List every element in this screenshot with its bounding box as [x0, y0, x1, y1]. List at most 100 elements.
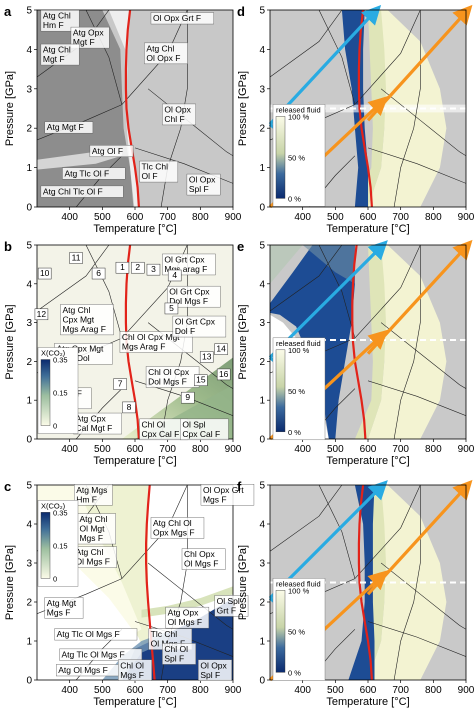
phase-label: Atg Ol Mgs F [58, 665, 108, 675]
field-number: 9 [185, 392, 190, 402]
y-tick-label: 4 [259, 279, 265, 290]
y-tick-label: 4 [259, 45, 265, 56]
phase-label: Ol Opx Grt Mgs F [203, 485, 244, 505]
field-number: 16 [219, 369, 229, 379]
x-tick-label: 600 [360, 444, 377, 455]
fluid-field-mid [354, 10, 386, 207]
field-number-box [216, 368, 231, 381]
colorbar-tick: 100 % [288, 586, 310, 595]
phase-label: Atg Chl Ol Opx Mgs F [153, 518, 195, 538]
panel-c: 400 500 600 700 800 900 0 1 2 3 4 5 Temperature [°C]… [4, 479, 255, 708]
x-axis-label: Temperature [°C] [93, 455, 176, 467]
field-number-box [181, 391, 195, 404]
y-tick-label: 1 [26, 637, 32, 648]
y-tick-label: 1 [259, 637, 265, 648]
phase-label-box [59, 648, 143, 661]
phase-label: Atg Opx Mgt F [73, 28, 104, 48]
phase-boundary-3 [354, 485, 421, 579]
phase-boundary-1 [270, 245, 343, 312]
y-tick-label: 0 [26, 676, 32, 687]
phase-label: Ol Grt Cpx Dol F [175, 317, 216, 337]
field-number-box [146, 263, 161, 276]
x-axis-label: Temperature [°C] [93, 223, 176, 235]
y-tick-label: 5 [26, 6, 32, 17]
x-tick-label: 500 [94, 685, 111, 696]
phase-boundary-1 [270, 10, 343, 78]
panel-letter: c [4, 479, 11, 494]
phase-label-box [54, 628, 138, 641]
phase-label-box [60, 304, 114, 336]
phase-boundary-4 [380, 322, 466, 389]
phase-label-box [180, 418, 229, 441]
field-number-box [115, 261, 130, 274]
phase-label: Chl Ol Spl F [164, 644, 188, 664]
x-tick-label: 500 [94, 444, 111, 455]
colorbar-tick: 0 % [288, 668, 301, 677]
field-number: 3 [151, 264, 156, 274]
x-tick-label: 400 [61, 685, 78, 696]
phase-label-box [162, 643, 196, 665]
phase-label-box [40, 185, 124, 198]
field-number: 8 [127, 402, 132, 412]
field-number-box [91, 267, 106, 280]
x-tick-label: 400 [61, 444, 78, 455]
y-tick-label: 4 [26, 520, 32, 531]
phase-label: Atg Cpx Cal Mgt F [76, 414, 113, 434]
phase-label-box [200, 484, 255, 506]
y-axis-label: Pressure [GPa] [4, 545, 16, 620]
x-tick-label: 900 [225, 212, 242, 223]
field-number: 4 [172, 270, 177, 280]
field-number-box [131, 261, 145, 274]
phase-label: Ol Opx Spl F [189, 175, 216, 195]
x-tick-label: 600 [360, 685, 377, 696]
phase-label-box [214, 595, 249, 617]
x-tick-label: 900 [225, 444, 242, 455]
colorbar-title: released fluid [276, 105, 321, 114]
colorbar-title: released fluid [276, 339, 321, 348]
x-tick-label: 600 [127, 444, 144, 455]
x-tick-label: 600 [360, 212, 377, 223]
field-number-box [37, 267, 52, 280]
field-number-box [69, 252, 83, 264]
y-tick-label: 3 [26, 84, 32, 95]
antigorite-breakdown-curve [357, 10, 373, 207]
field-number-box [194, 374, 208, 386]
phase-label: Atg Chl Cpx Mgt Mgs Arag F [62, 305, 105, 334]
x-tick-label: 400 [294, 444, 311, 455]
field-number: 12 [37, 309, 47, 319]
x-tick-label: 400 [294, 212, 311, 223]
x-tick-label: 800 [192, 444, 209, 455]
y-tick-label: 2 [26, 357, 32, 368]
phase-label-box [77, 513, 116, 545]
phase-label: Chl Ol Cpx Cal F [142, 419, 180, 439]
y-tick-label: 2 [259, 598, 265, 609]
panel-d: 400 500 600 700 800 900 0 1 2 3 4 5 Temperature [°C]… [237, 4, 474, 235]
x-tick-label: 500 [327, 685, 344, 696]
x-tick-label: 700 [159, 444, 176, 455]
phase-label-box [186, 173, 221, 196]
y-tick-label: 4 [26, 45, 32, 56]
phase-label: Ol Opx Chl F [164, 104, 191, 124]
field-number-box [167, 269, 182, 282]
phase-label-box [165, 606, 210, 629]
phase-label: Chl Opx Ol Mgs F [184, 549, 218, 569]
antigorite-breakdown-curve [357, 485, 373, 680]
y-tick-label: 4 [259, 520, 265, 531]
field-number: 1 [120, 262, 125, 272]
phase-label-box [198, 659, 232, 681]
phase-boundary-7 [367, 147, 466, 184]
field-number-box [214, 343, 228, 355]
x-tick-label: 900 [458, 685, 474, 696]
x-tick-label: 500 [94, 212, 111, 223]
phase-label: Atg Tlc Ol Mgs F [62, 649, 125, 659]
y-tick-label: 2 [26, 598, 32, 609]
x-tick-label: 700 [392, 212, 409, 223]
y-axis-label: Pressure [GPa] [237, 545, 249, 620]
colorbar-tick: 100 % [288, 112, 310, 121]
y-tick-label: 1 [259, 396, 265, 407]
colorbar-title: X(CO₂) [41, 349, 66, 358]
phase-label: Atg Ol F [92, 146, 123, 156]
phase-label: Chl Ol Cpx Mgt Mgs Arag F [122, 332, 180, 352]
y-tick-label: 5 [259, 6, 265, 17]
phase-boundary-1 [270, 485, 343, 552]
